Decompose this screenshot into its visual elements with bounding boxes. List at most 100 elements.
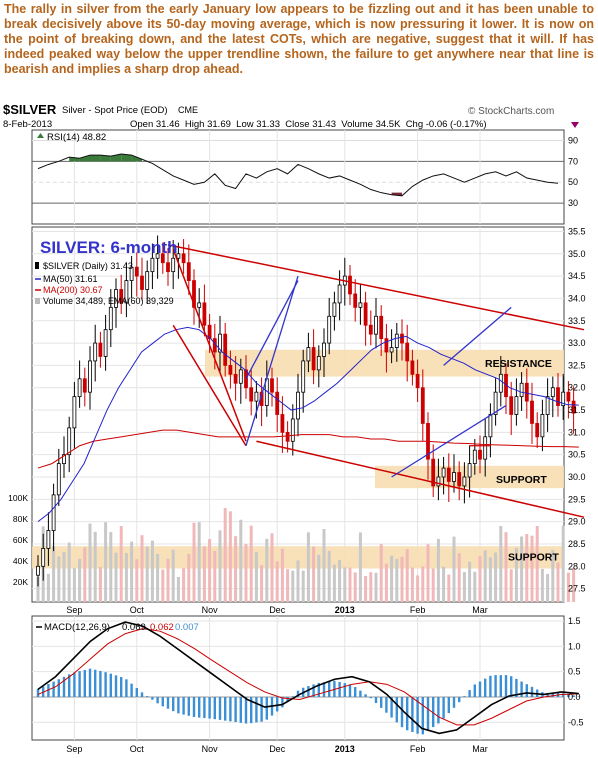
macd-x-tick-label: Dec: [269, 744, 286, 754]
macd-tick-label: -0.5: [568, 717, 584, 727]
candle-body: [556, 387, 560, 406]
volume-bar: [431, 568, 435, 602]
volume-bar: [145, 546, 149, 602]
macd-histogram-bar: [437, 696, 440, 724]
volume-bar: [98, 567, 102, 602]
volume-tick-label: 40K: [13, 556, 28, 566]
price-legend: $SILVER (Daily) 31.43 MA(50) 31.61 MA(20…: [35, 261, 174, 306]
chart-title: SILVER: 6-month: [40, 238, 178, 257]
price-tick-label: 33.0: [568, 338, 586, 348]
candle-body: [498, 373, 503, 393]
macd-histogram-bar: [192, 696, 196, 717]
volume-bar: [546, 573, 550, 602]
candle-body: [275, 391, 280, 415]
rsi-line: [37, 153, 559, 197]
candle-body: [535, 423, 540, 438]
candle-body: [181, 253, 186, 264]
candle-body: [530, 400, 534, 424]
macd-histogram-bar: [499, 675, 502, 697]
volume-bar: [176, 576, 180, 602]
candle-body: [119, 289, 124, 304]
macd-histogram-bar: [525, 684, 528, 697]
legend-ma200: MA(200) 30.67: [43, 285, 103, 295]
candle-body: [145, 271, 150, 290]
price-tick-label: 35.0: [568, 249, 586, 259]
candle-body: [348, 275, 352, 295]
macd-histogram-bar: [172, 696, 175, 712]
volume-bar: [254, 552, 258, 602]
macd-histogram-bar: [343, 683, 346, 697]
volume-bar: [499, 525, 503, 602]
macd-histogram-bar: [359, 690, 362, 697]
volume-bar: [405, 549, 409, 602]
macd-histogram-bar: [198, 696, 201, 718]
volume-bar: [322, 528, 326, 602]
candle-body: [192, 280, 196, 308]
candle-body: [155, 253, 160, 259]
price-x-tick-label: Nov: [202, 605, 219, 615]
price-tick-label: 28.5: [568, 539, 586, 549]
macd-histogram-bar: [291, 696, 294, 697]
candle-body: [176, 253, 181, 259]
candle-body: [306, 347, 311, 362]
ma50-line: [37, 326, 579, 523]
macd-histogram-bar: [88, 668, 92, 697]
macd-histogram-bar: [380, 696, 383, 708]
candle-body: [223, 333, 228, 366]
candle-body: [129, 266, 134, 281]
candle-body: [98, 342, 103, 357]
stockcharts-watermark: © StockCharts.com: [468, 106, 554, 117]
volume-bar: [390, 555, 394, 602]
volume-bar: [504, 532, 508, 602]
macd-histogram-bar: [411, 696, 414, 732]
macd-histogram-bar: [463, 696, 466, 697]
macd-histogram-bar: [151, 696, 154, 700]
candle-body: [368, 324, 373, 335]
volume-bar: [109, 532, 113, 602]
price-tick-label: 34.5: [568, 271, 586, 281]
candle-body: [431, 458, 436, 487]
macd-signal-line: [37, 628, 579, 726]
volume-bar: [62, 552, 66, 602]
volume-bar: [520, 536, 524, 602]
volume-bar: [332, 564, 336, 602]
price-tick-label: 27.5: [568, 584, 586, 594]
volume-bar: [410, 567, 414, 602]
price-tick-label: 29.0: [568, 517, 586, 527]
support-label: SUPPORT: [496, 474, 547, 486]
price-tick-label: 31.5: [568, 405, 586, 415]
candle-body: [384, 338, 389, 353]
macd-histogram-bar: [120, 677, 123, 697]
candle-body: [379, 315, 384, 340]
candle-body: [285, 431, 290, 442]
price-x-tick-label: Mar: [472, 605, 488, 615]
macd-histogram-bar: [78, 671, 81, 697]
volume-bar: [369, 572, 373, 602]
macd-histogram-bar: [203, 696, 206, 719]
candle-body: [327, 315, 332, 344]
volume-bar: [104, 522, 108, 602]
volume-bar: [400, 556, 404, 602]
candle-body: [420, 387, 425, 424]
candle-body: [488, 414, 493, 438]
volume-bar: [88, 523, 92, 602]
volume-bar: [223, 508, 227, 602]
macd-histogram-bar: [504, 675, 508, 697]
commentary-text: The rally in silver from the early Janua…: [4, 2, 594, 76]
volume-bar: [535, 525, 539, 602]
volume-bar: [275, 561, 279, 602]
ma200-line: [37, 429, 579, 469]
chart-ohlc: Open 31.46 High 31.69 Low 31.33 Close 31…: [130, 119, 486, 130]
candle-body: [280, 414, 285, 433]
candle-body: [249, 387, 254, 402]
volume-bar: [312, 546, 316, 602]
macd-histogram-bar: [224, 696, 227, 721]
candle-body: [389, 347, 394, 353]
volume-bar: [270, 533, 274, 602]
macd-histogram-bar: [416, 696, 419, 734]
candle-body: [140, 275, 144, 290]
legend-volume: Volume 34,489, EMA(60) 39,329: [43, 296, 174, 306]
chart-name: Silver - Spot Price (EOD): [62, 105, 168, 116]
candle-body: [56, 463, 61, 496]
volume-bar: [46, 573, 50, 602]
